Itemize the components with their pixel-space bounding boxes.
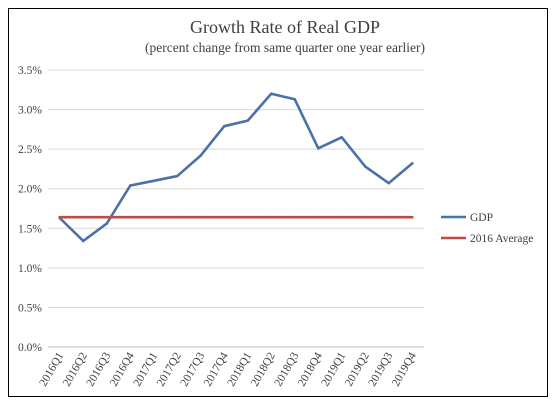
data-point: [340, 215, 344, 219]
chart-subtitle: (percent change from same quarter one ye…: [145, 40, 425, 55]
data-point: [199, 215, 203, 219]
data-point: [387, 215, 391, 219]
data-point: [363, 215, 367, 219]
y-tick-label: 0.0%: [18, 342, 42, 354]
data-point: [81, 239, 85, 243]
data-point: [293, 215, 297, 219]
data-point: [316, 215, 320, 219]
series-line-0: [58, 92, 414, 243]
data-point: [293, 97, 297, 101]
chart-title: Growth Rate of Real GDP: [190, 17, 380, 37]
data-point: [387, 181, 391, 185]
y-axis-ticks: 0.0% 0.5% 1.0% 1.5% 2.0% 2.5% 3.0% 3.5%: [18, 65, 42, 354]
y-tick-label: 1.0%: [18, 263, 42, 275]
legend: GDP 2016 Average: [441, 212, 533, 245]
data-point: [316, 147, 320, 150]
data-point: [410, 162, 414, 165]
series-lines: [58, 92, 414, 243]
y-tick-label: 0.5%: [18, 302, 42, 314]
data-point: [246, 119, 250, 122]
data-point: [128, 215, 132, 219]
data-point: [199, 154, 203, 157]
data-point: [363, 165, 367, 168]
chart-frame: [8, 8, 548, 397]
legend-label: 2016 Average: [470, 233, 533, 245]
legend-label: GDP: [470, 212, 493, 224]
data-point: [222, 124, 226, 128]
data-point: [246, 215, 250, 219]
data-point: [152, 215, 156, 219]
y-tick-label: 2.0%: [18, 184, 42, 196]
data-point: [128, 184, 132, 187]
data-point: [105, 215, 109, 219]
data-point: [410, 215, 414, 219]
data-point: [175, 174, 179, 178]
y-tick-label: 1.5%: [18, 223, 42, 235]
data-point: [269, 215, 273, 219]
data-point: [105, 222, 109, 225]
gridlines: [48, 69, 424, 348]
data-point: [340, 135, 344, 139]
data-point: [269, 92, 273, 96]
data-point: [175, 215, 179, 219]
y-tick-label: 3.0%: [18, 105, 42, 117]
x-axis-ticks: 2016Q12016Q22016Q32016Q42017Q12017Q22017…: [37, 350, 419, 388]
data-point: [81, 215, 85, 219]
y-tick-label: 3.5%: [18, 65, 42, 77]
data-point: [222, 215, 226, 219]
data-point: [58, 215, 62, 219]
data-point: [152, 179, 156, 183]
y-tick-label: 2.5%: [18, 144, 42, 156]
